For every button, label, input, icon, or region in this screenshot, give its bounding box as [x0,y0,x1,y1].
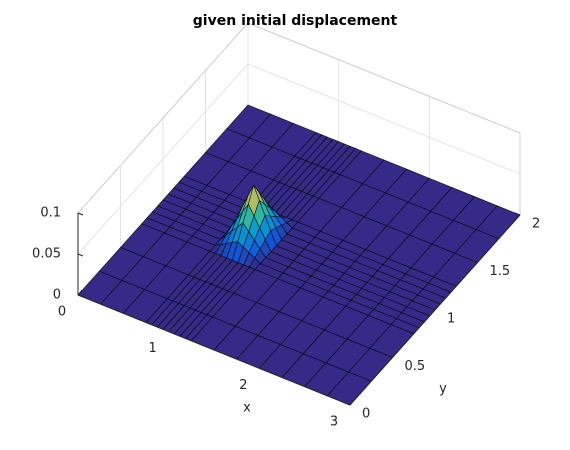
y-tick [514,212,521,216]
x-tick [349,399,355,406]
x-tick-label: 1 [149,341,157,356]
x-tick-label: 2 [239,378,247,393]
y-tick [387,355,393,358]
x-axis-label: x [243,401,251,416]
y-tick-label: 1 [447,312,455,327]
z-tick [77,212,84,216]
y-tick-label: 2 [532,217,540,232]
z-tick [77,294,84,298]
z-tick-label: 0.05 [32,247,61,262]
y-tick-label: 0.5 [405,359,426,374]
x-tick [258,363,264,369]
z-tick [77,253,84,257]
z-tick-label: 0 [53,288,61,303]
axes-front: 0 1 2 3 0 0.5 1 1.5 2 0 0.05 0.1 [32,206,540,430]
axes-box [247,22,521,134]
z-tick-label: 0.1 [40,206,61,221]
y-tick [429,307,436,311]
x-tick-label: 3 [330,415,338,430]
y-tick-label: 0 [362,407,370,422]
grid-line [247,63,521,175]
y-axis-label: y [439,382,447,397]
grid-line [77,63,249,255]
x-tick [77,289,83,296]
y-tick [472,260,478,263]
x-tick [168,326,174,332]
y-tick-label: 1.5 [490,264,511,279]
surface [77,104,521,406]
x-tick-label: 0 [58,305,66,320]
chart-title: given initial displacement [193,13,398,29]
x-axis [77,294,351,406]
axes-box [77,22,249,214]
y-tick [344,402,351,406]
